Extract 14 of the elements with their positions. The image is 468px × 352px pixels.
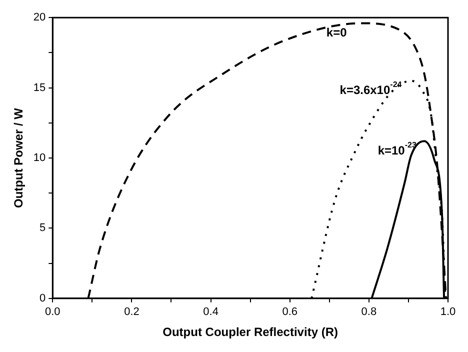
x-tick-label: 0.4 — [203, 306, 218, 318]
x-tick-label: 0.8 — [361, 306, 377, 318]
series-label: k=0 — [326, 26, 348, 40]
x-axis-title: Output Coupler Reflectivity (R) — [162, 325, 338, 340]
y-tick-label: 20 — [33, 12, 46, 24]
y-tick-label: 15 — [33, 82, 46, 94]
x-tick-label: 0.0 — [44, 306, 60, 318]
x-tick-label: 1.0 — [440, 306, 456, 318]
x-tick-label: 0.2 — [124, 306, 140, 318]
y-tick-label: 0 — [40, 292, 46, 304]
y-tick-label: 5 — [40, 222, 46, 234]
y-tick-label: 10 — [33, 152, 46, 164]
x-tick-label: 0.6 — [282, 306, 298, 318]
y-axis-title: Output Power / W — [12, 107, 26, 208]
